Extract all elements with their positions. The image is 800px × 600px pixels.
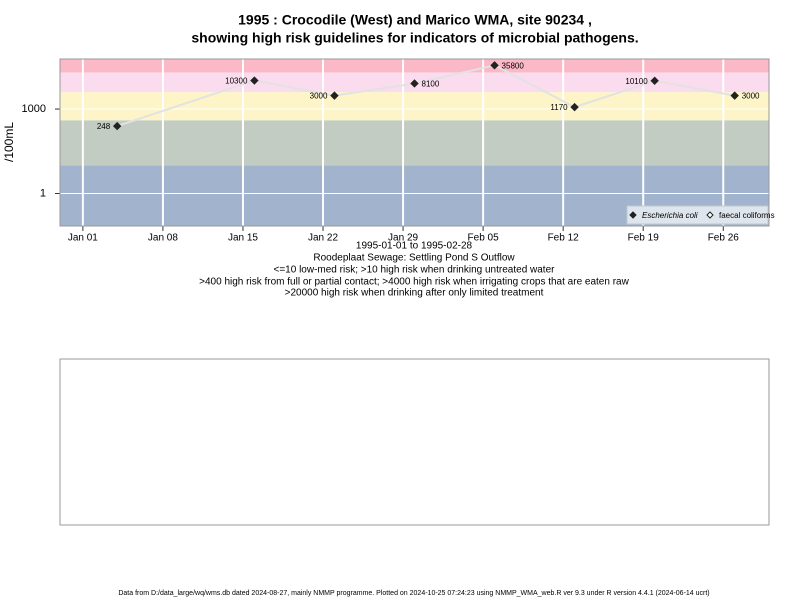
- legend-box: [626, 205, 769, 225]
- data-point: [330, 91, 339, 100]
- data-label: 35800: [502, 61, 525, 70]
- x-tick-label: Jan 22: [308, 233, 338, 244]
- data-label: 10100: [625, 77, 648, 86]
- x-tick-label: Feb 05: [468, 233, 500, 244]
- legend-label: Escherichia coli: [642, 211, 698, 220]
- x-tick-label: Feb 26: [708, 233, 740, 244]
- note: <=10 low-med risk; >10 high risk when dr…: [274, 265, 556, 276]
- legend-label: faecal coliforms: [719, 211, 775, 220]
- data-label: 248: [97, 122, 111, 131]
- x-tick-label: Jan 08: [148, 233, 178, 244]
- x-axis-label: 1995-01-01 to 1995-02-28: [356, 241, 473, 252]
- data-label: 3000: [310, 92, 328, 101]
- legend-marker: [706, 211, 714, 219]
- data-point: [112, 121, 122, 131]
- risk-band: [60, 92, 769, 121]
- note: >20000 high risk when drinking after onl…: [285, 288, 544, 299]
- data-point: [650, 76, 659, 85]
- data-label: 10300: [225, 77, 248, 86]
- x-tick-label: Feb 19: [628, 233, 660, 244]
- plot-frame: [59, 58, 770, 227]
- y-tick-label: 1: [40, 187, 46, 199]
- risk-band: [60, 59, 769, 73]
- y-axis-label: /100mL: [2, 122, 16, 162]
- chart-title: 1995 : Crocodile (West) and Marico WMA, …: [238, 12, 592, 28]
- data-label: 3000: [742, 92, 760, 101]
- chart-subtitle: showing high risk guidelines for indicat…: [191, 30, 638, 46]
- data-point: [410, 79, 419, 88]
- series-line: [116, 64, 735, 128]
- empty-panel: [59, 358, 770, 526]
- x-tick-label: Jan 29: [388, 233, 418, 244]
- note: >400 high risk from full or partial cont…: [199, 277, 629, 288]
- data-label: 8100: [422, 80, 440, 89]
- x-tick-label: Jan 15: [228, 233, 258, 244]
- legend-marker: [629, 211, 637, 219]
- data-point: [730, 91, 739, 100]
- x-tick-label: Feb 12: [548, 233, 580, 244]
- data-point: [250, 76, 259, 85]
- note: Roodeplaat Sewage: Settling Pond S Outfl…: [313, 253, 515, 264]
- data-label: 1170: [550, 103, 568, 112]
- data-point: [490, 61, 499, 70]
- footer: Data from D:/data_large/wq/wms.db dated …: [118, 590, 709, 597]
- x-tick-label: Jan 01: [68, 233, 98, 244]
- data-point: [570, 102, 579, 112]
- y-tick-label: 1000: [22, 103, 46, 115]
- risk-band: [60, 120, 769, 166]
